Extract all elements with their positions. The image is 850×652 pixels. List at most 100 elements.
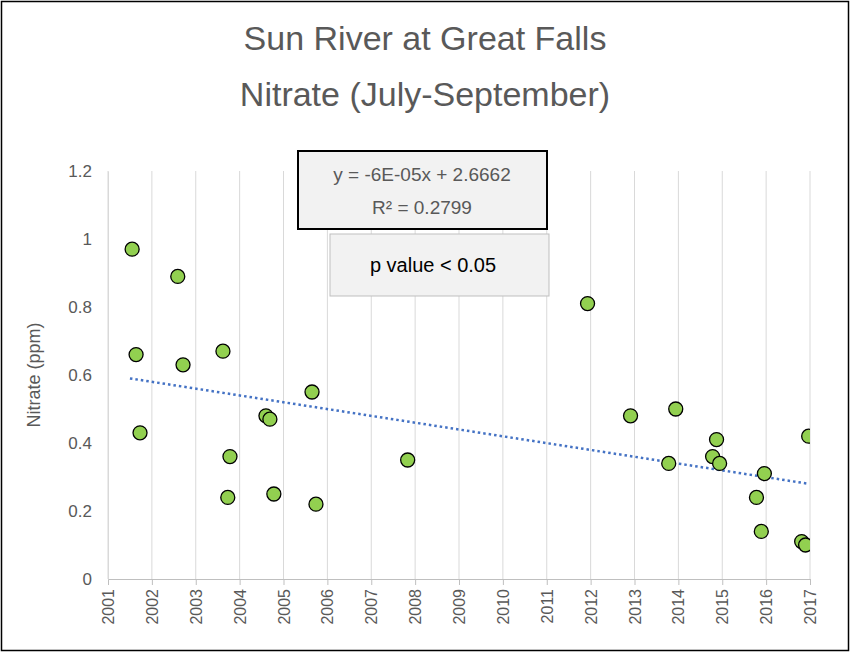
data-point xyxy=(221,490,235,504)
trend-line xyxy=(130,378,809,483)
data-point xyxy=(581,297,595,311)
x-tick: 2007 xyxy=(363,579,380,625)
y-tick: 0.2 xyxy=(68,502,108,521)
data-point xyxy=(757,467,771,481)
x-tick-label: 2011 xyxy=(539,589,556,624)
grid-line xyxy=(151,171,152,579)
x-tick-mark xyxy=(152,579,153,585)
grid-line xyxy=(283,171,284,579)
x-tick-label: 2016 xyxy=(758,589,775,625)
x-tick-label: 2010 xyxy=(495,589,512,625)
grid-line xyxy=(766,171,767,579)
x-tick: 2004 xyxy=(232,579,249,625)
x-tick-label: 2003 xyxy=(188,589,205,625)
y-tick-label: 0.6 xyxy=(68,366,92,385)
y-tick-label: 1 xyxy=(83,230,92,249)
data-point xyxy=(176,358,190,372)
data-point xyxy=(263,412,277,426)
x-tick: 2006 xyxy=(319,579,336,625)
annotation: R² = 0.2799 xyxy=(372,197,472,218)
x-tick-label: 2013 xyxy=(627,589,644,625)
equation-box: y = -6E-05x + 2.6662R² = 0.2799 xyxy=(298,151,547,229)
x-tick-label: 2015 xyxy=(714,589,731,625)
grid-line xyxy=(327,171,328,579)
title: Sun River at Great Falls xyxy=(244,19,607,57)
y-tick: 1.2 xyxy=(68,162,108,181)
y-tick-label: 1.2 xyxy=(68,162,92,181)
grid-line xyxy=(678,171,679,579)
data-point xyxy=(662,456,676,470)
x-tick-label: 2007 xyxy=(363,589,380,625)
grid-line xyxy=(239,171,240,579)
x-tick-mark xyxy=(810,579,811,585)
grid-line xyxy=(371,171,372,579)
y-tick: 0.8 xyxy=(68,298,108,317)
data-point xyxy=(125,242,139,256)
x-axis: 2001 2002 2003 2004 2005 2006 2007 2008 2009 2010… xyxy=(100,579,819,625)
x-tick-label: 2006 xyxy=(319,589,336,625)
y-axis-title: Nitrate (ppm) xyxy=(24,322,44,427)
data-point xyxy=(171,269,185,283)
x-tick-mark xyxy=(766,579,767,585)
x-tick: 2015 xyxy=(714,579,731,625)
x-tick-label: 2017 xyxy=(802,589,819,625)
x-tick-mark xyxy=(327,579,328,585)
grid-line xyxy=(459,171,460,579)
data-point xyxy=(754,524,768,538)
data-point xyxy=(129,348,143,362)
x-tick-mark xyxy=(196,579,197,585)
grid-line xyxy=(634,171,635,579)
data-point xyxy=(802,429,810,443)
y-tick: 1 xyxy=(83,230,108,249)
x-tick-label: 2005 xyxy=(276,589,293,625)
data-point xyxy=(133,426,147,440)
y-tick-label: 0.2 xyxy=(68,502,92,521)
x-tick-mark xyxy=(284,579,285,585)
y-axis-line xyxy=(108,172,109,580)
data-point xyxy=(669,402,683,416)
grid xyxy=(108,171,810,579)
x-tick: 2010 xyxy=(495,579,512,625)
grid-line xyxy=(195,171,196,579)
x-tick-mark xyxy=(722,579,723,585)
x-tick-mark xyxy=(678,579,679,585)
grid-line xyxy=(810,171,811,579)
x-tick-label: 2002 xyxy=(144,589,161,625)
x-tick-mark xyxy=(108,579,109,585)
data-point xyxy=(216,344,230,358)
x-tick-mark xyxy=(415,579,416,585)
y-axis: 00.20.40.60.811.2 xyxy=(68,162,108,589)
grid-line xyxy=(108,171,109,579)
x-tick: 2016 xyxy=(758,579,775,625)
x-tick-mark xyxy=(240,579,241,585)
data-point xyxy=(799,538,810,552)
y-tick-label: 0 xyxy=(83,570,92,589)
x-tick: 2008 xyxy=(407,579,424,625)
x-tick-label: 2009 xyxy=(451,589,468,625)
x-tick-label: 2008 xyxy=(407,589,424,625)
x-tick-mark xyxy=(459,579,460,585)
x-tick: 2013 xyxy=(627,579,644,625)
y-tick: 0 xyxy=(83,570,108,589)
equation-box-frame xyxy=(298,151,547,229)
data-point xyxy=(710,433,724,447)
x-tick: 2005 xyxy=(276,579,293,625)
data-point xyxy=(624,409,638,423)
grid-line xyxy=(590,171,591,579)
x-tick-mark xyxy=(635,579,636,585)
data-point xyxy=(223,450,237,464)
x-tick-mark xyxy=(547,579,548,585)
x-tick: 2009 xyxy=(451,579,468,625)
x-tick-mark xyxy=(503,579,504,585)
x-tick-mark xyxy=(591,579,592,585)
grid-line xyxy=(415,171,416,579)
x-tick-label: 2001 xyxy=(100,589,117,625)
x-tick: 2001 xyxy=(100,579,117,625)
data-point xyxy=(749,490,763,504)
grid-line xyxy=(722,171,723,579)
data-point xyxy=(713,456,727,470)
data-point xyxy=(267,487,281,501)
grid-line xyxy=(546,171,547,579)
data-point xyxy=(401,453,415,467)
x-tick: 2003 xyxy=(188,579,205,625)
